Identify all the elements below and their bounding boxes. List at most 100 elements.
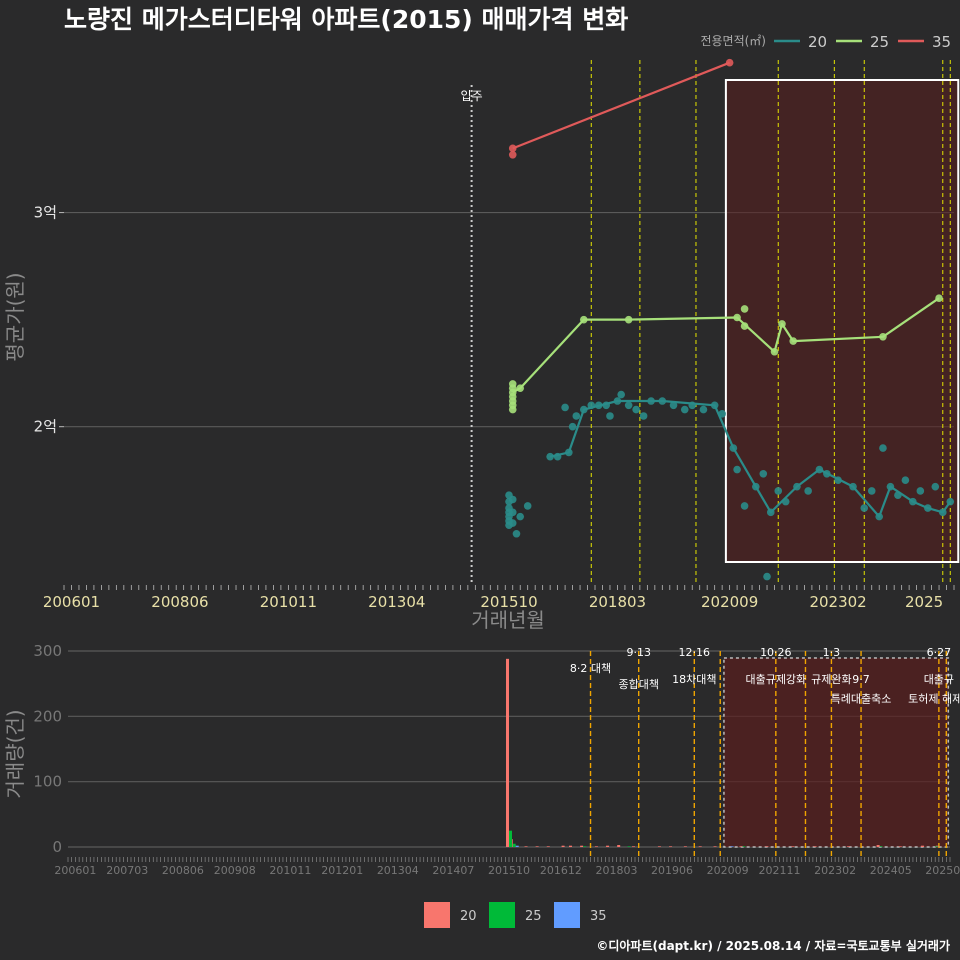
volume-bar-20	[713, 846, 717, 847]
data-point-20	[624, 401, 633, 410]
legend-label-35: 35	[932, 33, 951, 51]
data-point-20	[793, 482, 801, 491]
y-tick-label: 300	[33, 642, 62, 660]
volume-bar-20	[535, 846, 539, 847]
data-point-20	[680, 405, 689, 414]
data-point-20	[561, 403, 569, 412]
x-tick-label: 202405	[870, 864, 912, 877]
data-point-25	[516, 384, 525, 392]
volume-bar-20	[698, 846, 702, 847]
data-point-20	[875, 512, 884, 521]
data-point-20	[546, 452, 554, 461]
volume-bar-25	[742, 846, 746, 847]
data-point-20	[579, 405, 588, 414]
volume-bar-20	[739, 846, 743, 847]
data-point-20	[946, 497, 955, 506]
volume-bar-20	[617, 845, 621, 847]
data-point-35	[508, 150, 517, 159]
y-tick-label: 3억	[34, 204, 57, 222]
policy-label: 18차대책	[672, 673, 716, 686]
x-tick-label: 201407	[432, 864, 474, 877]
data-point-20	[718, 410, 726, 418]
data-point-20	[508, 495, 517, 504]
x-tick-label: 202009	[707, 864, 749, 877]
data-point-20	[740, 502, 749, 510]
data-point-20	[553, 452, 562, 461]
x-tick-label: 200806	[162, 864, 204, 877]
series-line-35	[512, 61, 731, 150]
x-tick-label: 201304	[368, 593, 425, 611]
data-point-20	[658, 397, 667, 405]
data-point-20	[617, 390, 625, 399]
data-point-20	[669, 401, 678, 410]
data-point-20	[602, 401, 611, 410]
data-point-20	[699, 405, 708, 414]
data-point-20	[879, 444, 887, 452]
policy-label: 종합대책	[618, 678, 658, 691]
volume-bar-25	[935, 846, 939, 847]
data-point-20	[763, 572, 771, 581]
legend-key-20	[424, 902, 450, 928]
data-point-20	[568, 422, 577, 431]
data-point-20	[733, 465, 741, 474]
data-point-20	[901, 476, 910, 485]
policy-label: 6·27	[927, 646, 952, 659]
x-tick-label: 202508	[925, 864, 960, 877]
volume-bar-20	[606, 845, 610, 847]
volume-bar-25	[509, 830, 512, 847]
data-point-20	[508, 508, 517, 517]
volume-bar-35	[515, 845, 519, 847]
volume-bar-20	[898, 846, 902, 847]
data-point-20	[606, 412, 614, 420]
policy-label: 9·13	[626, 646, 651, 659]
x-tick-label: 201011	[260, 593, 317, 611]
data-point-25	[740, 305, 749, 313]
policy-label: 1·3	[823, 646, 841, 659]
y-axis-title: 거래량(건)	[3, 709, 27, 798]
data-point-20	[516, 512, 525, 521]
volume-bar-20	[669, 846, 673, 847]
data-point-20	[512, 529, 521, 538]
x-tick-label: 200601	[43, 593, 100, 611]
data-point-20	[565, 448, 573, 457]
policy-label: 9·7	[852, 673, 870, 686]
policy-label: 규제완화	[811, 673, 851, 686]
data-point-25	[740, 322, 749, 330]
data-point-20	[931, 482, 940, 491]
data-point-25	[789, 337, 798, 345]
policy-label: 12·16	[679, 646, 711, 659]
price-panel: 2억 3억 입주 200601 200806 201011 201304 201510 2018…	[3, 58, 960, 632]
highlight-region	[723, 657, 950, 848]
x-tick-label: 201201	[321, 864, 363, 877]
data-point-25	[778, 320, 786, 328]
legend-title: 전용면적(㎡)	[700, 34, 766, 48]
y-tick-label: 0	[52, 838, 62, 856]
move-in-label: 입주	[461, 89, 483, 103]
x-tick-label: 201803	[595, 864, 637, 877]
data-point-25	[733, 313, 741, 322]
data-point-25	[579, 315, 588, 324]
volume-bar-20	[765, 846, 769, 847]
x-tick-label: 201510	[480, 593, 537, 611]
credit-text: ©디아파트(dapt.kr) / 2025.08.14 / 자료=국토교통부 실…	[596, 938, 950, 953]
x-tick-label: 201304	[377, 864, 419, 877]
legend-label-20: 20	[808, 33, 827, 51]
x-tick-label: 202111	[759, 864, 801, 877]
x-tick-label: 200601	[54, 864, 96, 877]
volume-bar-20	[813, 846, 817, 847]
policy-label: 8·2 대책	[570, 662, 611, 675]
x-tick-label: 201011	[269, 864, 311, 877]
legend-label-25: 25	[870, 33, 889, 51]
data-point-20	[613, 397, 622, 405]
legend-label-20: 20	[460, 909, 477, 924]
data-point-20	[916, 487, 925, 495]
data-point-25	[508, 405, 517, 414]
volume-bar-20	[683, 846, 687, 847]
x-tick-label: 201803	[589, 593, 646, 611]
data-point-20	[938, 508, 947, 517]
x-tick-label: 200703	[106, 864, 148, 877]
data-point-20	[909, 497, 917, 506]
data-point-20	[886, 482, 895, 491]
data-point-20	[632, 405, 640, 414]
